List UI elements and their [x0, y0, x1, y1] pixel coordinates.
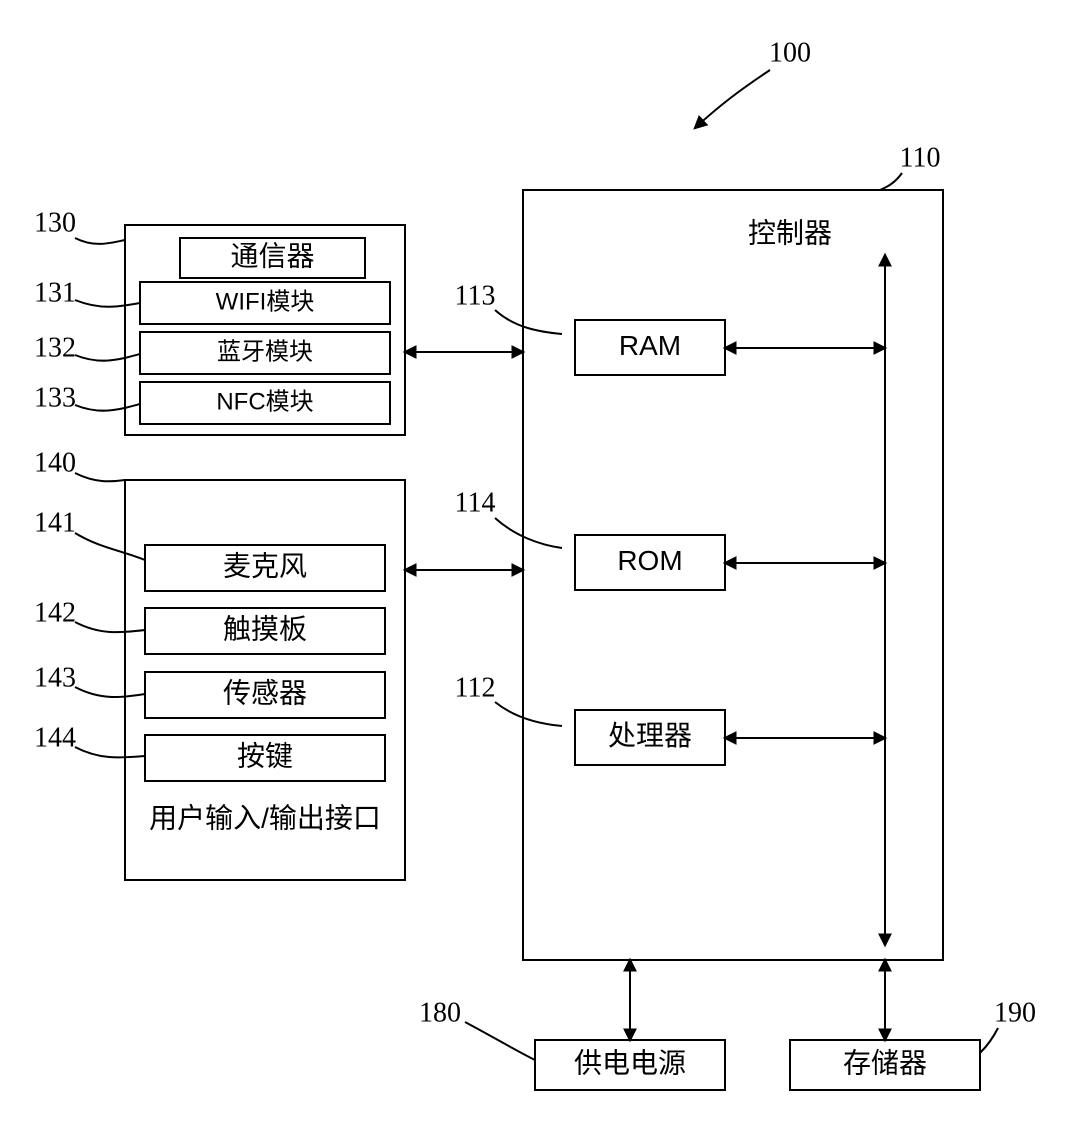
cpu-label: 处理器 [608, 720, 692, 751]
ref-num-142: 142 [34, 597, 76, 628]
ref-num-112: 112 [455, 672, 496, 703]
ref-num-143: 143 [34, 662, 76, 693]
wifi-label: WIFI模块 [216, 288, 315, 315]
ref-lead-190 [980, 1028, 998, 1053]
ref-num-110: 110 [900, 142, 941, 173]
ref-num-114: 114 [455, 487, 496, 518]
ref-num-140: 140 [34, 447, 76, 478]
ref-num-190: 190 [994, 997, 1036, 1028]
ref-lead-130 [75, 238, 125, 244]
ref-lead-180 [465, 1022, 535, 1060]
ref-lead-140 [75, 473, 125, 481]
sensor-label: 传感器 [223, 677, 307, 708]
ref-num-132: 132 [34, 332, 76, 363]
ref-lead-100 [695, 70, 770, 128]
ref-lead-110 [880, 173, 902, 190]
ref-num-180: 180 [419, 997, 461, 1028]
storage-label: 存储器 [843, 1047, 927, 1078]
ref-num-130: 130 [34, 207, 76, 238]
ref-num-133: 133 [34, 382, 76, 413]
system-block-diagram: 控制器通信器 WIFI模块蓝牙模块 NFC模块麦克风触摸板传感器按键用户输入/输出接… [0, 0, 1070, 1139]
controller-label: 控制器 [748, 217, 832, 248]
mic-label: 麦克风 [223, 550, 307, 581]
touch-label: 触摸板 [223, 613, 307, 644]
ref-num-113: 113 [455, 280, 496, 311]
ref-num-100: 100 [769, 37, 811, 68]
power-label: 供电电源 [574, 1047, 686, 1078]
comm_title-label: 通信器 [230, 240, 314, 271]
bt-label: 蓝牙模块 [217, 338, 313, 365]
rom-label: ROM [617, 545, 682, 576]
boxes-layer: 控制器通信器 WIFI模块蓝牙模块 NFC模块麦克风触摸板传感器按键用户输入/输出接… [125, 190, 980, 1090]
io-title-label: 用户输入/输出接口 [149, 802, 381, 833]
ref-num-144: 144 [34, 722, 76, 753]
ref-num-141: 141 [34, 507, 76, 538]
nfc-label: NFC模块 [216, 388, 313, 415]
key-label: 按键 [237, 740, 293, 771]
ram-label: RAM [619, 330, 681, 361]
ref-num-131: 131 [34, 277, 76, 308]
